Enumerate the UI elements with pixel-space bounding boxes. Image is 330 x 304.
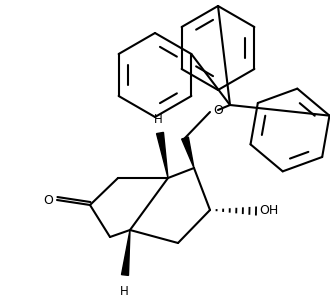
Text: H: H (119, 285, 128, 298)
Text: O: O (213, 105, 223, 118)
Polygon shape (156, 132, 168, 178)
Text: O: O (43, 194, 53, 206)
Polygon shape (121, 230, 130, 275)
Text: OH: OH (259, 205, 278, 217)
Text: H: H (154, 113, 162, 126)
Polygon shape (182, 137, 194, 168)
